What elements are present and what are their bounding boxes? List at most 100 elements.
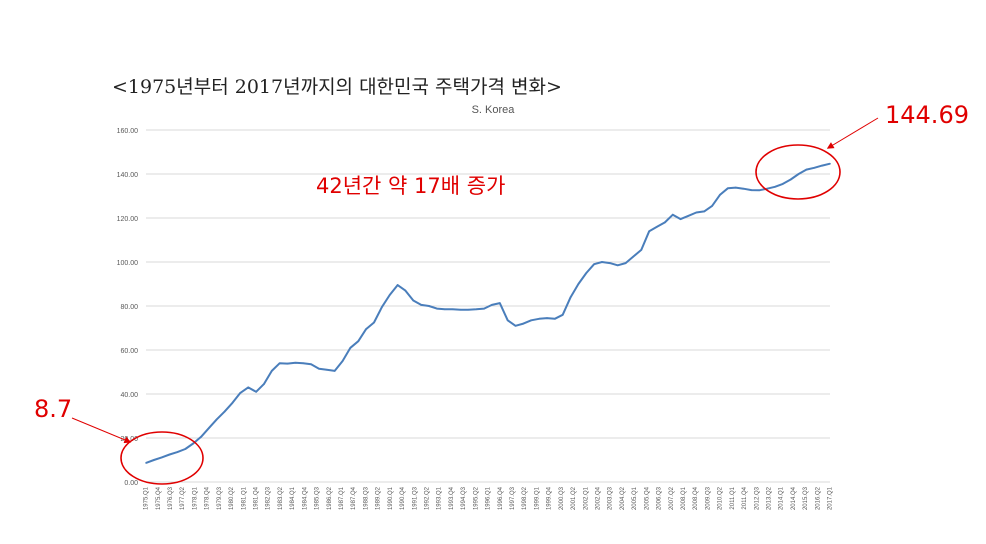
x-tick-label: 1987.Q4 — [351, 486, 357, 510]
data-point — [160, 456, 163, 459]
data-point — [239, 392, 242, 394]
data-point — [734, 186, 737, 189]
x-tick-label: 2004.Q2 — [620, 486, 626, 510]
data-point — [601, 261, 603, 263]
data-point — [797, 173, 800, 175]
y-tick-label: 80.00 — [120, 304, 138, 311]
x-tick-label: 2003.Q3 — [608, 486, 614, 510]
x-tick-label: 2016.Q2 — [815, 486, 821, 510]
data-point — [640, 249, 643, 251]
data-point — [538, 318, 540, 320]
x-tick-label: 1989.Q2 — [376, 486, 382, 510]
x-tick-label: 1988.Q3 — [363, 486, 369, 510]
data-point — [365, 328, 367, 330]
data-point — [774, 186, 776, 188]
data-point — [286, 362, 289, 365]
data-point — [656, 226, 658, 228]
x-tick-label: 1998.Q2 — [522, 486, 528, 510]
x-tick-label: 2002.Q1 — [583, 486, 589, 510]
data-point — [467, 308, 470, 311]
data-point — [404, 289, 407, 292]
data-point — [420, 304, 423, 306]
growth-annotation: 42년간 약 17배 증가 — [316, 174, 506, 198]
data-point — [554, 318, 556, 320]
data-point — [593, 263, 595, 266]
data-point — [373, 321, 375, 324]
x-tick-label: 2008.Q4 — [693, 486, 699, 510]
data-point — [436, 307, 438, 310]
x-tick-label: 2017.Q1 — [828, 486, 834, 510]
data-point — [388, 294, 391, 296]
data-point — [585, 272, 588, 274]
x-tick-label: 2001.Q2 — [571, 486, 577, 510]
data-point — [216, 418, 218, 421]
data-point — [672, 213, 674, 216]
x-tick-label: 2014.Q4 — [791, 486, 797, 510]
end-value-arrow — [826, 117, 879, 149]
x-tick-label: 1975.Q4 — [156, 486, 162, 510]
data-point — [145, 462, 147, 464]
x-tick-label: 2009.Q3 — [705, 486, 711, 510]
y-axis-ticks: 0.0020.0040.0060.0080.00100.00120.00140.… — [117, 128, 139, 487]
x-tick-label: 1981.Q4 — [254, 486, 260, 510]
y-tick-label: 60.00 — [120, 348, 138, 355]
x-tick-label: 2008.Q1 — [681, 486, 687, 510]
x-tick-label: 1978.Q4 — [205, 486, 211, 510]
x-tick-label: 1983.Q2 — [278, 486, 284, 510]
data-point — [302, 362, 305, 365]
x-tick-label: 2007.Q2 — [669, 486, 675, 510]
data-point — [703, 210, 705, 213]
data-point — [711, 205, 713, 207]
y-tick-label: 100.00 — [117, 260, 139, 267]
data-point — [231, 402, 234, 404]
data-point — [349, 347, 352, 349]
x-tick-label: 2002.Q4 — [596, 486, 602, 510]
x-tick-label: 1980.Q2 — [229, 486, 235, 510]
x-tick-label: 2011.Q4 — [742, 486, 748, 509]
x-tick-label: 1994.Q3 — [461, 486, 467, 510]
data-point — [168, 453, 171, 456]
series-layer — [145, 162, 831, 464]
x-tick-label: 1985.Q3 — [315, 486, 321, 510]
data-point — [561, 314, 564, 316]
data-point — [381, 306, 383, 308]
x-tick-label: 1993.Q4 — [449, 486, 455, 510]
data-point — [522, 322, 525, 325]
data-point — [326, 369, 328, 371]
y-tick-label: 0.00 — [124, 480, 138, 487]
x-tick-label: 1986.Q2 — [327, 486, 333, 510]
data-point — [821, 164, 823, 167]
page-heading: <1975년부터 2017년까지의 대한민국 주택가격 변화> — [112, 76, 562, 98]
x-tick-label: 1981.Q1 — [241, 486, 247, 510]
data-point — [632, 255, 635, 258]
data-point — [750, 189, 753, 191]
data-point — [695, 211, 698, 214]
x-tick-label: 2005.Q1 — [632, 486, 638, 510]
data-point — [341, 360, 344, 362]
y-tick-label: 120.00 — [117, 216, 139, 223]
data-point — [475, 308, 478, 311]
data-point — [271, 370, 273, 372]
x-tick-label: 1979.Q3 — [217, 486, 223, 510]
y-tick-label: 140.00 — [117, 172, 139, 179]
data-point — [499, 302, 501, 304]
data-point — [609, 262, 611, 264]
x-tick-label: 1977.Q2 — [180, 486, 186, 510]
x-tick-label: 2000.Q3 — [559, 486, 565, 510]
data-point — [310, 363, 312, 366]
x-tick-label: 1996.Q1 — [486, 486, 492, 510]
data-point — [459, 308, 462, 311]
x-tick-label: 2014.Q1 — [779, 486, 785, 510]
x-tick-label: 1984.Q4 — [302, 486, 308, 510]
data-point — [664, 221, 666, 224]
data-point — [742, 187, 745, 190]
end-highlight-circle — [755, 144, 841, 200]
data-point — [577, 283, 580, 285]
data-point — [758, 189, 760, 192]
data-point — [616, 264, 619, 267]
data-point — [153, 459, 155, 461]
x-axis-ticks: 1975.Q1 1975.Q4 1976.Q3 1977.Q2 1978.Q1 1978.… — [144, 486, 834, 510]
data-point — [624, 262, 627, 264]
data-point — [184, 448, 187, 450]
